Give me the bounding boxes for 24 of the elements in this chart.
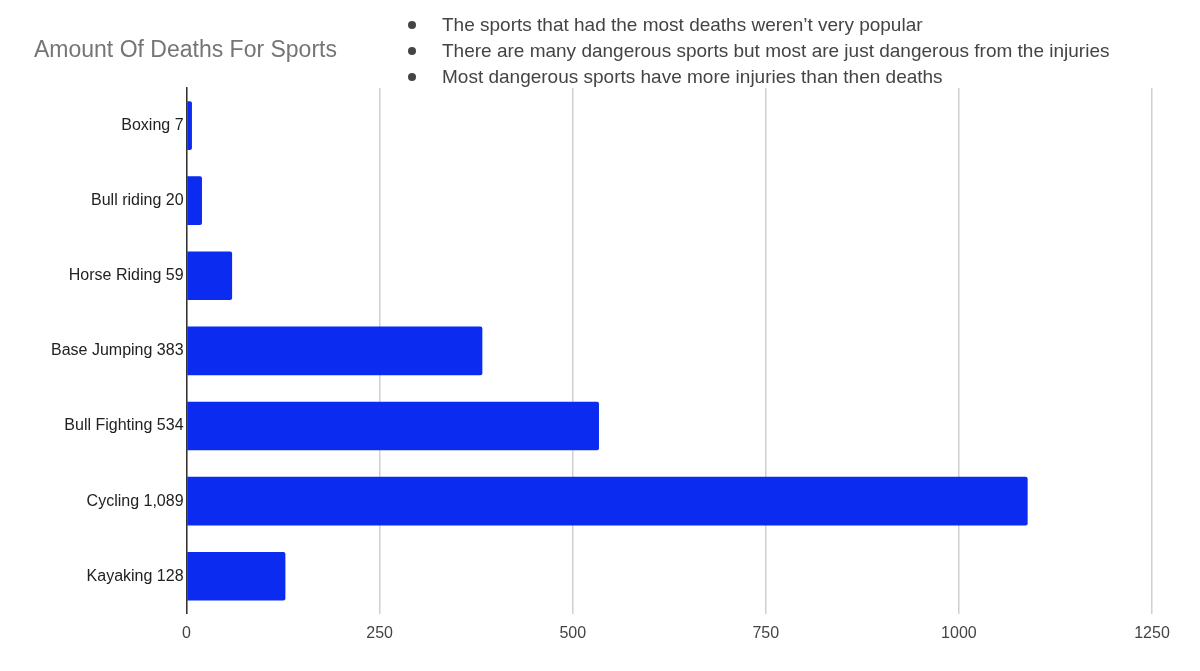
x-tick-label: 0	[182, 623, 192, 641]
bar	[187, 551, 286, 601]
x-tick-label: 1250	[1134, 623, 1170, 641]
y-tick-label: Bull Fighting 534	[64, 416, 184, 434]
bar	[187, 101, 192, 150]
y-tick-label: Horse Riding 59	[68, 266, 184, 284]
bar	[187, 476, 1028, 526]
y-tick-label: Cycling 1,089	[86, 491, 184, 509]
y-tick-label: Kayaking 128	[86, 566, 184, 584]
chart-title: Amount Of Deaths For Sports	[34, 36, 337, 63]
bar	[187, 326, 483, 376]
text: The sports that had the most deaths weren’t very popular	[442, 13, 923, 37]
y-tick-label: Boxing 7	[121, 115, 184, 133]
y-tick-label: Base Jumping 383	[51, 341, 184, 359]
x-tick-label: 1000	[941, 623, 977, 641]
x-tick-label: 500	[559, 623, 587, 641]
x-tick-label: 250	[366, 623, 394, 641]
y-tick-label: Bull riding 20	[91, 191, 184, 209]
x-tick-label: 750	[752, 623, 780, 641]
text: There are many dangerous sports but most are just dangerous from the injuries	[442, 39, 1110, 63]
bar	[187, 401, 599, 451]
bar	[187, 251, 233, 301]
text: Most dangerous sports have more injuries than then deaths	[442, 65, 943, 89]
bar	[187, 176, 202, 226]
